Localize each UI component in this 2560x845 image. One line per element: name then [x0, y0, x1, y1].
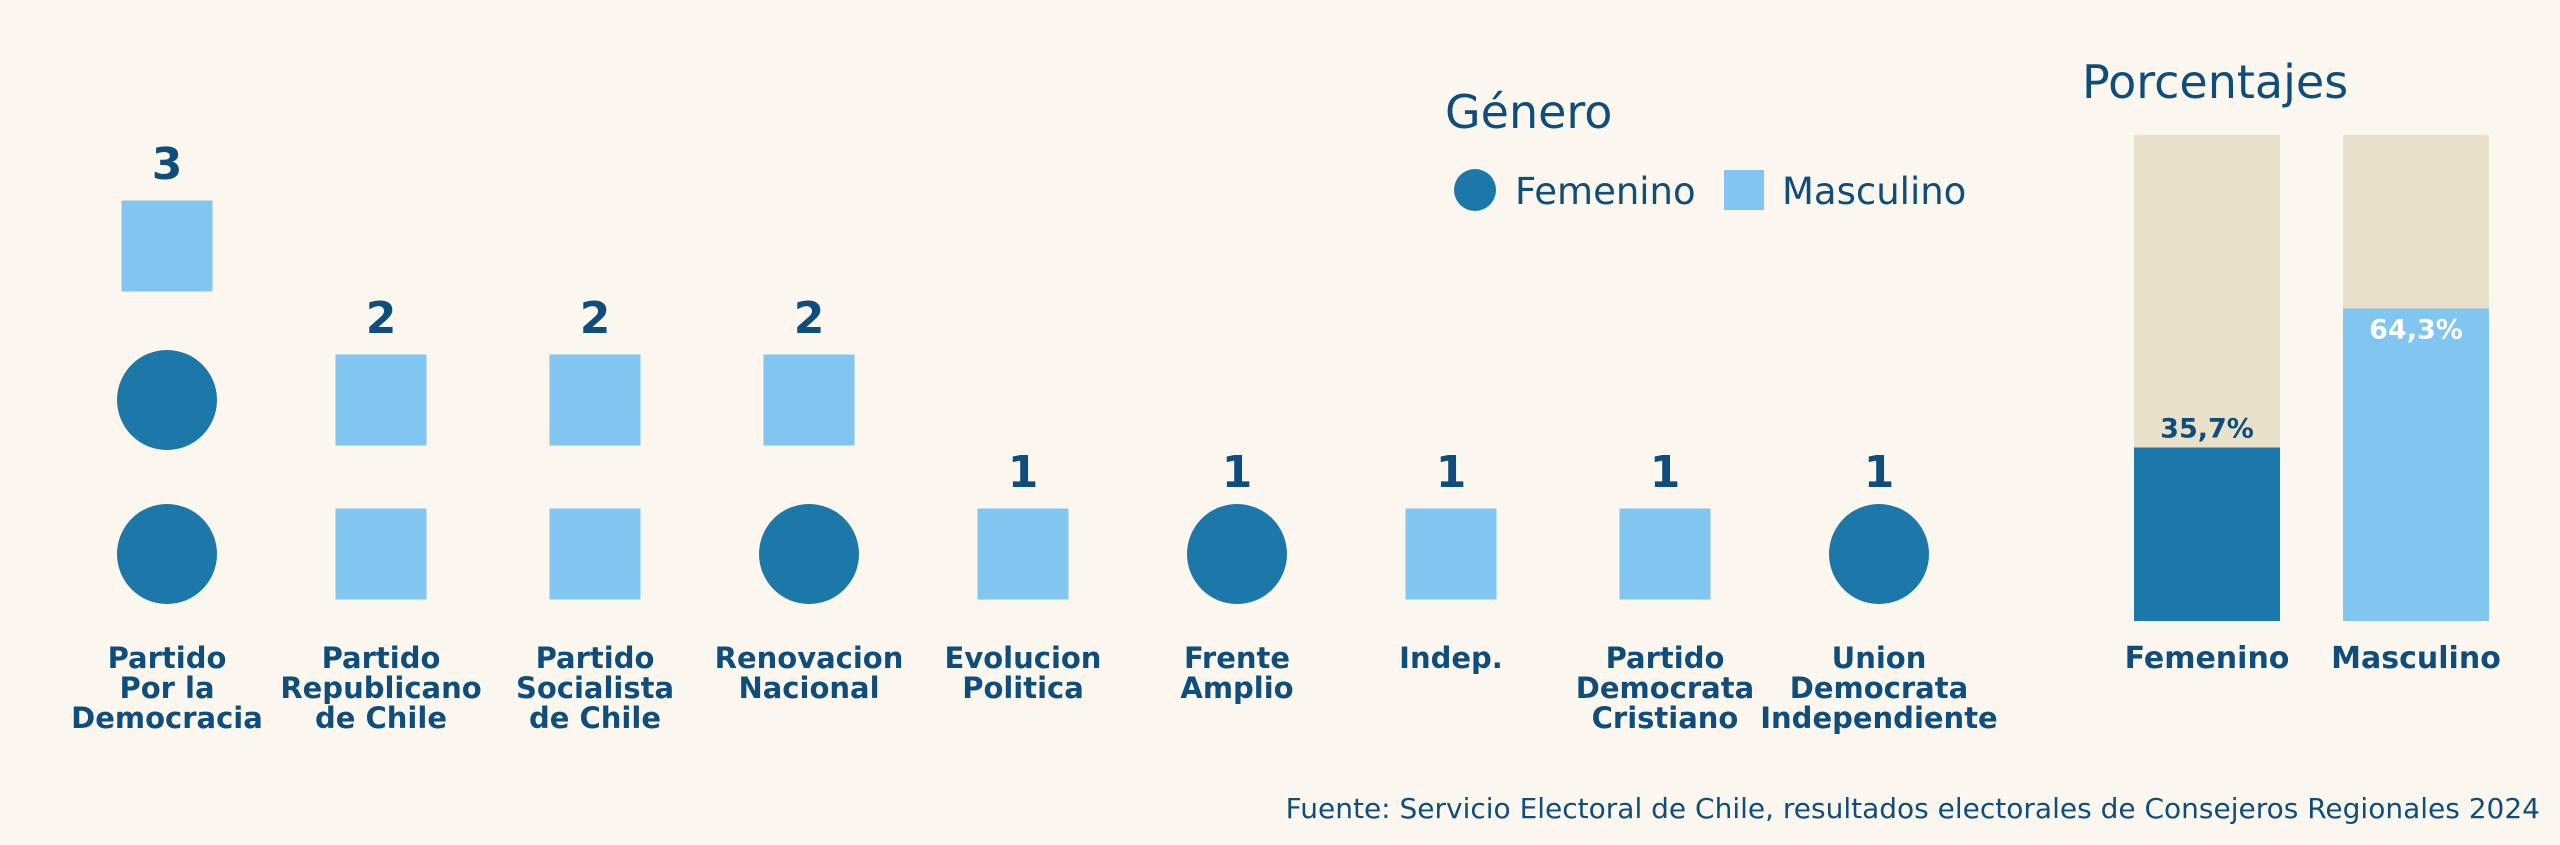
femenino-unit-marker [117, 350, 217, 450]
masculino-unit-marker [1405, 508, 1497, 600]
masculino-unit-marker [977, 508, 1069, 600]
legend-femenino-marker [1454, 169, 1496, 211]
bar-category-label: Masculino [2331, 641, 2501, 676]
party-label: Partido Socialista de Chile [516, 641, 674, 735]
legend-masculino-marker [1724, 170, 1764, 210]
bar-category-label: Femenino [2125, 641, 2290, 676]
percentage-chart: Porcentajes 35,7% Femenino 64,3% Masculino [2082, 55, 2501, 676]
masculino-unit-marker [121, 200, 213, 292]
bar-value-label: 35,7% [2160, 413, 2254, 444]
party-count-label: 1 [1864, 447, 1895, 498]
masculino-unit-marker [335, 508, 427, 600]
party-count-label: 1 [1436, 447, 1467, 498]
party-count-label: 3 [152, 139, 183, 190]
party-count-label: 2 [580, 293, 611, 344]
party-label: Partido Por la Democracia [71, 641, 263, 735]
pictogram-chart: 3 Partido Por la Democracia 2 Partido Republic… [71, 139, 1998, 735]
legend: Género Femenino Masculino [1445, 85, 1966, 213]
masculino-unit-marker [549, 354, 641, 446]
party-label: Evolucion Politica [945, 641, 1102, 705]
femenino-unit-marker [1187, 504, 1287, 604]
party-count-label: 1 [1222, 447, 1253, 498]
party-count-label: 2 [366, 293, 397, 344]
bar-value-label: 64,3% [2369, 315, 2463, 346]
masculino-unit-marker [763, 354, 855, 446]
party-count-label: 1 [1008, 447, 1039, 498]
party-label: Union Democrata Independiente [1760, 641, 1997, 735]
bar-femenino [2134, 447, 2280, 621]
masculino-unit-marker [549, 508, 641, 600]
percentage-chart-title: Porcentajes [2082, 55, 2348, 109]
masculino-unit-marker [1619, 508, 1711, 600]
legend-femenino-label: Femenino [1515, 170, 1696, 213]
masculino-unit-marker [335, 354, 427, 446]
party-label: Frente Amplio [1180, 641, 1293, 705]
source-note: Fuente: Servicio Electoral de Chile, res… [1286, 792, 2540, 825]
party-label: Partido Republicano de Chile [280, 641, 481, 735]
legend-masculino-label: Masculino [1782, 170, 1966, 213]
legend-title: Género [1445, 85, 1612, 139]
femenino-unit-marker [117, 504, 217, 604]
bar-masculino [2343, 308, 2489, 621]
party-count-label: 1 [1650, 447, 1681, 498]
femenino-unit-marker [1829, 504, 1929, 604]
party-label: Partido Democrata Cristiano [1576, 641, 1754, 735]
party-count-label: 2 [794, 293, 825, 344]
party-label: Renovacion Nacional [715, 641, 904, 705]
femenino-unit-marker [759, 504, 859, 604]
party-label: Indep. [1399, 641, 1503, 675]
